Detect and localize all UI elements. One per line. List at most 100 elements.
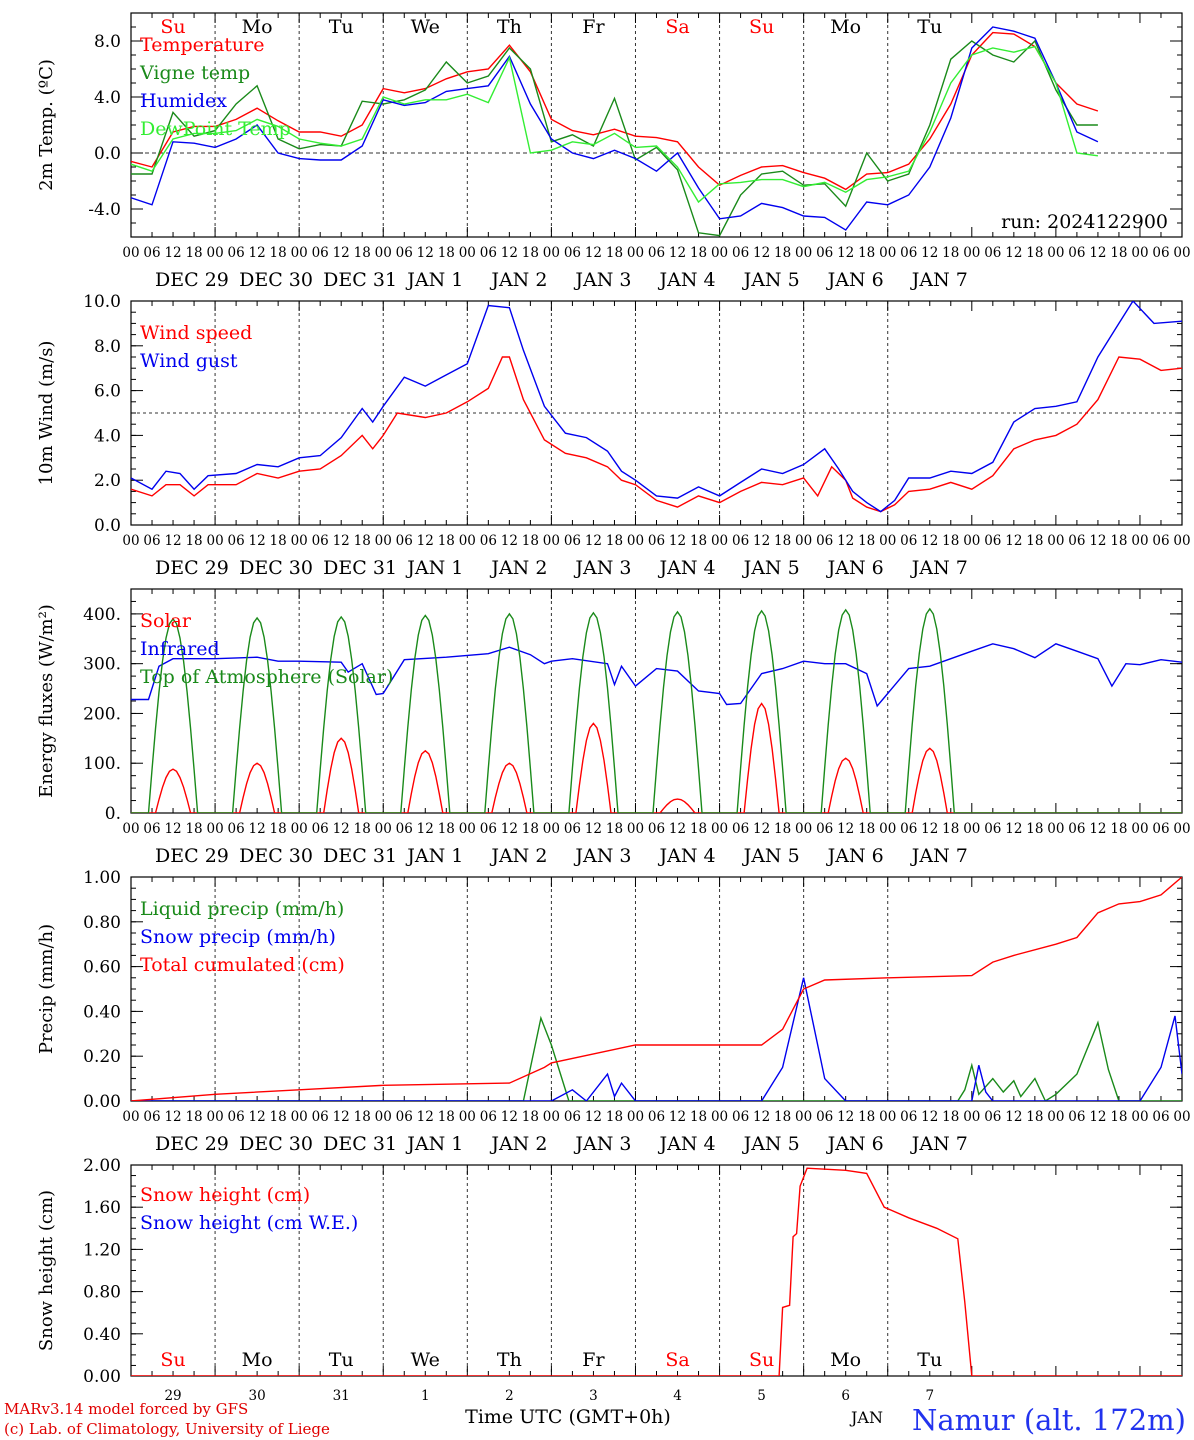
bottom-day-number: 29	[164, 1388, 181, 1404]
location-label: Namur (alt. 172m)	[912, 1403, 1186, 1437]
x-tick-label: 18	[270, 1109, 287, 1125]
weekday-label-bottom: Th	[497, 1349, 522, 1371]
bottom-day-number: 5	[757, 1388, 766, 1404]
y-tick-label: 1.60	[83, 1198, 121, 1218]
x-tick-label: 00	[1173, 821, 1190, 837]
day-label: JAN 1	[405, 269, 463, 291]
x-tick-label: 00	[291, 821, 308, 837]
x-tick-label: 12	[1089, 533, 1106, 549]
x-tick-label: 06	[648, 1109, 665, 1125]
day-label: DEC 31	[323, 845, 397, 867]
legend-entry: Total cumulated (cm)	[140, 954, 345, 976]
x-tick-label: 00	[795, 821, 812, 837]
x-tick-label: 18	[522, 245, 539, 261]
x-tick-label: 12	[333, 245, 350, 261]
x-tick-label: 06	[480, 821, 497, 837]
legend-entry: Snow height (cm W.E.)	[140, 1212, 358, 1234]
series-line-solar	[131, 702, 1182, 813]
weekday-label-bottom: Su	[749, 1349, 774, 1371]
x-tick-label: 18	[942, 821, 959, 837]
x-tick-label: 06	[900, 533, 917, 549]
x-tick-label: 12	[417, 533, 434, 549]
x-tick-label: 18	[185, 821, 202, 837]
y-tick-label: 0.40	[83, 1002, 121, 1022]
x-tick-label: 06	[228, 533, 245, 549]
bottom-day-number: 2	[505, 1388, 514, 1404]
panel-1: -4.0 0.0 4.0 8.0 2m Temp. (ºC) Temperature Vig…	[36, 12, 1191, 291]
x-tick-label: 12	[249, 245, 266, 261]
x-tick-label: 00	[1047, 821, 1064, 837]
x-tick-label: 00	[543, 1109, 560, 1125]
x-tick-label: 12	[669, 1109, 686, 1125]
x-tick-label: 06	[312, 1109, 329, 1125]
x-tick-label: 00	[1047, 245, 1064, 261]
y-tick-label: -4.0	[88, 200, 121, 220]
x-tick-label: 18	[1026, 1109, 1043, 1125]
x-tick-label: 18	[1110, 821, 1127, 837]
x-tick-label: 06	[143, 245, 160, 261]
x-tick-label: 00	[206, 1109, 223, 1125]
x-tick-label: 00	[291, 1109, 308, 1125]
x-tick-label: 12	[1005, 245, 1022, 261]
x-tick-label: 06	[816, 1109, 833, 1125]
panel-3: 0. 100. 200. 300. 400. Energy fluxes (W/m²) So…	[36, 588, 1191, 867]
x-tick-label: 06	[1152, 533, 1169, 549]
y-tick-label: 8.0	[94, 32, 121, 52]
weekday-label-bottom: Tu	[329, 1349, 354, 1371]
y-tick-label: 200.	[83, 704, 121, 724]
day-label: DEC 30	[239, 269, 313, 291]
x-tick-label: 06	[816, 245, 833, 261]
x-tick-label: 12	[333, 1109, 350, 1125]
x-tick-label: 00	[459, 245, 476, 261]
day-label: JAN 6	[826, 269, 884, 291]
legend-entry: Infrared	[140, 638, 220, 660]
y-tick-label: 0.80	[83, 1283, 121, 1303]
bottom-day-number: 7	[925, 1388, 934, 1404]
x-tick-label: 06	[143, 1109, 160, 1125]
x-tick-label: 12	[1005, 821, 1022, 837]
x-tick-label: 12	[417, 821, 434, 837]
day-label: DEC 29	[155, 557, 229, 579]
x-tick-label: 18	[1110, 533, 1127, 549]
x-tick-label: 18	[1026, 533, 1043, 549]
x-tick-label: 06	[984, 245, 1001, 261]
x-tick-label: 18	[270, 533, 287, 549]
x-tick-label: 12	[837, 1109, 854, 1125]
x-tick-label: 06	[984, 533, 1001, 549]
y-tick-label: 0.20	[83, 1047, 121, 1067]
x-tick-label: 06	[732, 245, 749, 261]
x-tick-label: 12	[753, 821, 770, 837]
x-tick-label: 18	[185, 533, 202, 549]
x-tick-label: 00	[122, 245, 139, 261]
x-tick-label: 00	[291, 245, 308, 261]
day-label: JAN 4	[658, 1133, 716, 1155]
x-tick-label: 18	[690, 533, 707, 549]
day-label: JAN 1	[405, 845, 463, 867]
x-tick-label: 12	[921, 821, 938, 837]
x-tick-label: 06	[564, 821, 581, 837]
x-tick-label: 06	[564, 533, 581, 549]
x-tick-label: 12	[417, 245, 434, 261]
x-tick-label: 18	[438, 1109, 455, 1125]
bottom-day-number: 4	[673, 1388, 682, 1404]
series-line-snow-precip-mm-h	[131, 977, 1182, 1101]
x-tick-label: 00	[963, 821, 980, 837]
x-tick-label: 12	[585, 533, 602, 549]
day-label: JAN 6	[826, 557, 884, 579]
y-axis-label: 2m Temp. (ºC)	[36, 59, 57, 191]
x-tick-label: 12	[585, 245, 602, 261]
x-tick-label: 12	[921, 1109, 938, 1125]
weekday-label-bottom: Fr	[582, 1349, 605, 1371]
x-tick-label: 00	[543, 533, 560, 549]
y-axis-label: Energy fluxes (W/m²)	[36, 604, 57, 798]
x-tick-label: 18	[690, 821, 707, 837]
x-tick-label: 00	[122, 821, 139, 837]
day-label: JAN 3	[573, 845, 631, 867]
x-tick-label: 18	[858, 821, 875, 837]
x-tick-label: 18	[774, 533, 791, 549]
day-label: DEC 29	[155, 845, 229, 867]
panel-5: 0.00 0.40 0.80 1.20 1.60 2.00 Snow height (cm)…	[36, 1156, 1183, 1387]
x-tick-label: 06	[1068, 821, 1085, 837]
footer-model: MARv3.14 model forced by GFS	[4, 1400, 248, 1418]
